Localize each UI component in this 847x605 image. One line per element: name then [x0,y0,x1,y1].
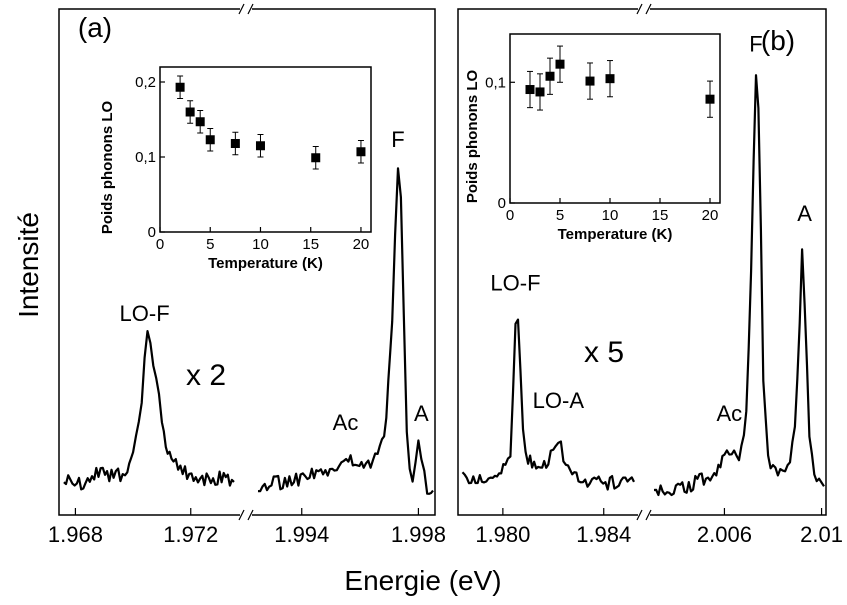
x-tick-label: 1.994 [274,522,329,547]
inset-data-point [605,74,615,84]
inset-frame [159,66,372,233]
panel-b: 1.980 1.984 2.006 2.01 LO-F LO-A F A Ac (b) x 5 0 5 1… [457,3,843,547]
x-tick-label: 1.998 [391,522,446,547]
plot-frame [457,8,827,516]
inset-data-point [230,139,240,148]
axis-break-mark [247,509,254,521]
inset-data-point [205,135,215,145]
scale-note: x 5 [584,336,624,369]
peak-label: Ac [333,410,359,435]
inset-data-point [705,94,715,104]
peak-label: F [749,31,762,56]
inset-x-tick-label: 0 [506,207,514,224]
panel-label: (b) [761,25,795,56]
inset-x-tick-label: 5 [556,207,564,224]
axis-break-mark [247,3,254,15]
inset-y-axis-title: Poids phonons LO [464,70,481,204]
x-tick-label: 2.01 [800,522,843,547]
peak-label: LO-F [490,271,540,296]
axis-break-gap [240,4,252,14]
axis-break-mark [238,509,245,521]
inset-data-point [545,71,555,81]
inset-data-point [255,141,265,151]
inset-data-point [585,76,595,86]
y-axis-title: Intensité [13,212,44,318]
peak-label: A [797,201,812,226]
x-tick-label: 1.980 [475,522,530,547]
spectrum-trace [257,167,434,495]
inset-y-tick-label: 0 [498,195,506,212]
inset-x-tick-label: 10 [602,207,619,224]
x-tick-label: 2.006 [697,522,752,547]
axis-break-gap [638,510,650,520]
axis-break-mark [645,3,652,15]
panel-label: (a) [78,12,112,43]
x-tick-label: 1.984 [576,522,631,547]
peak-label: LO-F [120,301,170,326]
inset-data-point [356,147,366,157]
x-tick-label: 1.968 [48,522,103,547]
peak-label: LO-A [533,388,585,413]
inset-x-tick-label: 20 [702,207,719,224]
inset-y-axis-title: Poids phonons LO [99,101,116,235]
inset-x-tick-label: 15 [302,236,319,253]
inset-x-tick-label: 20 [353,236,370,253]
x-axis-title: Energie (eV) [344,565,501,596]
axis-break-mark [238,3,245,15]
axis-break-mark [636,3,643,15]
spectrum-trace [63,330,235,491]
inset-x-tick-label: 10 [252,236,269,253]
axis-break-mark [645,509,652,521]
inset-data-point [555,59,565,69]
axis-break-gap [638,4,650,14]
peak-label: F [391,127,404,152]
inset-x-axis-title: Temperature (K) [558,226,673,243]
axis-break-gap [240,510,252,520]
inset-x-axis-title: Temperature (K) [208,255,323,272]
inset-y-tick-label: 0,1 [485,74,506,91]
scale-note: x 2 [186,359,226,392]
inset-data-point [311,153,321,163]
axis-break-mark [636,509,643,521]
inset-data-point [195,117,205,127]
inset-data-point [535,87,545,97]
peak-label: Ac [716,401,742,426]
inset-x-tick-label: 0 [156,236,164,253]
inset-y-tick-label: 0,2 [135,74,156,91]
inset-x-tick-label: 15 [652,207,669,224]
inset-frame [509,33,721,204]
inset-data-point [525,85,535,95]
inset-y-tick-label: 0,1 [135,149,156,166]
inset-data-point [185,107,195,117]
spectrum-trace [461,318,635,491]
spectrum-trace [653,74,825,497]
inset-data-point [175,82,185,92]
x-tick-label: 1.972 [163,522,218,547]
peak-label: A [414,401,429,426]
inset-y-tick-label: 0 [148,224,156,241]
inset-x-tick-label: 5 [206,236,214,253]
panel-a: 1.968 1.972 1.994 1.998 LO-F F A Ac (a) x 2 0 5 10 15… [48,3,446,547]
